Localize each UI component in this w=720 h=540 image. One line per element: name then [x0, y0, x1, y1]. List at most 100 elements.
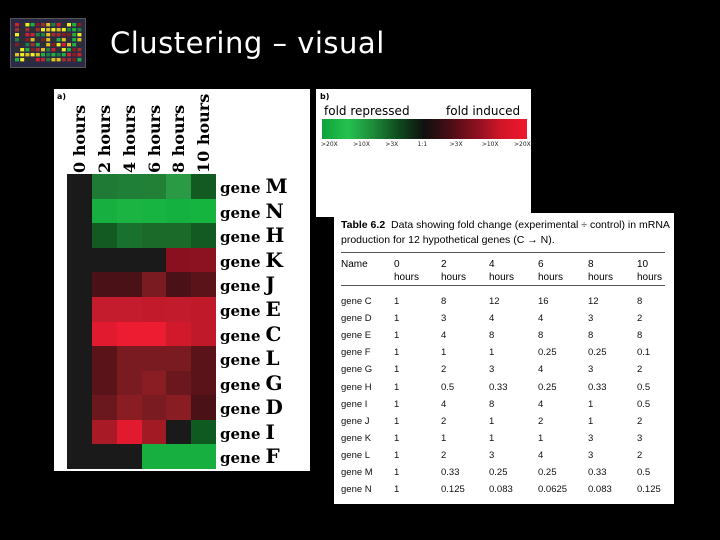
table-cell: 0.33 — [441, 467, 460, 478]
table-header-text: hours — [538, 272, 564, 283]
logo-spot — [77, 38, 82, 42]
table-cell: 8 — [538, 330, 544, 342]
heatmap-cell — [166, 272, 192, 298]
logo-spot — [25, 48, 30, 52]
logo-spot — [67, 48, 71, 52]
logo-spot — [67, 43, 71, 47]
table-cell: 0.083 — [588, 484, 612, 496]
logo-spot — [41, 43, 45, 47]
heatmap-cell — [191, 444, 217, 470]
table-gene-name: gene L — [341, 449, 371, 461]
heatmap-cell — [67, 370, 93, 396]
heatmap-cell — [191, 296, 217, 322]
table-cell: 2 — [637, 313, 643, 325]
gene-letter: M — [265, 174, 288, 198]
logo-spot — [15, 38, 19, 42]
table-cell: 4 — [538, 313, 544, 325]
table-gene-name: gene D — [341, 313, 372, 325]
logo-spot — [20, 53, 25, 57]
table-caption: Table 6.2 Data showing fold change (expe… — [341, 218, 671, 248]
heatmap-cell — [166, 296, 192, 322]
table-cell: 1 — [441, 432, 447, 444]
table-cell: 3 — [441, 313, 447, 325]
heatmap-cell — [67, 272, 93, 298]
table-header-cell: 4 hours — [489, 258, 514, 284]
heatmap-gene-label: gene J — [220, 274, 275, 294]
table-header-text: 8 — [588, 259, 594, 270]
logo-spot — [77, 53, 82, 57]
table-header-text: 2 — [441, 259, 447, 270]
heatmap-cell — [67, 346, 93, 372]
table-header-text: hours — [394, 272, 420, 283]
logo-spot — [25, 33, 30, 37]
table-cell: 8 — [489, 330, 495, 342]
table-cell: 2 — [538, 415, 544, 427]
heatmap-cell — [67, 198, 93, 224]
heatmap-cell — [116, 272, 142, 298]
table-cell: 3 — [489, 364, 495, 376]
table-cell: 1 — [394, 381, 400, 393]
table-header-cell: 10 hours — [637, 258, 662, 284]
table-cell: 4 — [441, 398, 447, 410]
logo-spot — [35, 43, 40, 47]
logo-spot — [41, 58, 45, 62]
table-cell: 4 — [538, 449, 544, 461]
logo-spot — [30, 58, 35, 62]
logo-spot — [61, 33, 66, 37]
table-cell: 1 — [394, 347, 400, 359]
table-gene-name: gene M — [341, 467, 373, 478]
logo-spot — [15, 23, 19, 27]
table-cell: 12 — [489, 296, 500, 307]
logo-spot — [77, 48, 82, 52]
table-header-text: 6 — [538, 259, 544, 270]
table-cell: 0.33 — [588, 381, 607, 393]
logo-spot — [46, 23, 51, 27]
heatmap-cell — [191, 174, 217, 200]
table-cell: 8 — [637, 296, 643, 307]
logo-spot — [25, 58, 30, 62]
heatmap-cell — [166, 223, 192, 249]
table-cell: 1 — [394, 449, 400, 461]
heatmap-cell — [116, 174, 142, 200]
logo-spot — [30, 48, 35, 52]
heatmap-cell — [91, 198, 118, 224]
heatmap-cell — [141, 321, 167, 347]
table-cell: 8 — [489, 398, 495, 410]
fold-induced-label: fold induced — [446, 104, 521, 118]
logo-spot — [30, 33, 35, 37]
logo-spot — [72, 58, 77, 62]
gene-word: gene — [220, 301, 261, 320]
table-header-text: 10 — [637, 259, 649, 270]
heatmap-cell — [67, 321, 93, 347]
logo-spot — [67, 53, 71, 57]
table-cell: 2 — [637, 449, 643, 461]
table-gene-name: gene C — [341, 296, 372, 307]
heatmap-cell — [67, 395, 93, 421]
heatmap-cell — [116, 395, 142, 421]
logo-spot — [20, 48, 25, 52]
heatmap-cell — [191, 395, 217, 421]
logo-spot — [25, 28, 30, 32]
logo-spot — [46, 33, 51, 37]
logo-spot — [15, 33, 19, 37]
heatmap-cell — [141, 444, 167, 470]
table-cell: 0.5 — [637, 381, 651, 393]
logo-spot — [35, 33, 40, 37]
table-cell: 0.125 — [441, 484, 465, 496]
table-header-cell: Name — [341, 258, 368, 271]
gene-letter: N — [265, 198, 284, 223]
logo-spot — [51, 28, 56, 32]
table-gene-name: gene N — [341, 484, 372, 496]
heatmap-gene-label: gene M — [220, 176, 288, 196]
table-gene-name: gene K — [341, 432, 372, 444]
logo-spot — [56, 28, 61, 32]
heatmap-cell — [116, 321, 142, 347]
gradient-scale-label: >10X — [481, 141, 499, 148]
table-cell: 12 — [588, 296, 599, 307]
logo-spot — [41, 48, 45, 52]
gradient-scale-label: >3X — [449, 141, 463, 148]
logo-spot — [30, 28, 35, 32]
logo-spot — [15, 53, 19, 57]
logo-spot — [56, 43, 61, 47]
table-cell: 0.083 — [489, 484, 513, 496]
